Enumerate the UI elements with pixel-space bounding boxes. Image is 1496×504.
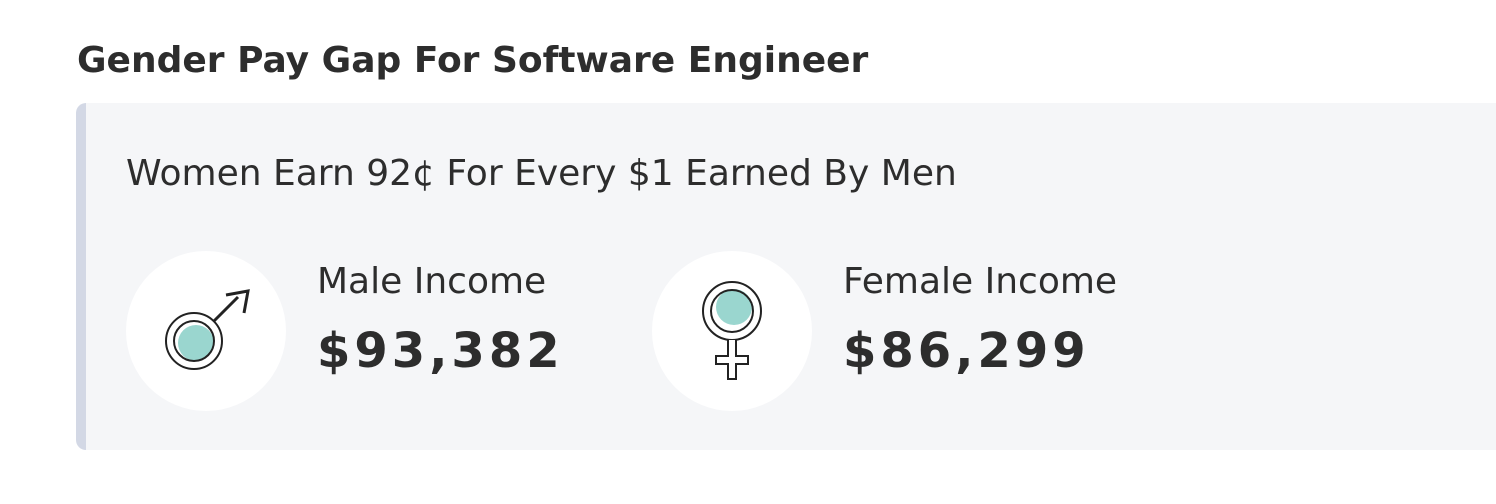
male-income: $93,382 bbox=[317, 323, 564, 379]
section-title: Gender Pay Gap For Software Engineer bbox=[77, 40, 869, 81]
pay-gap-card: Women Earn 92¢ For Every $1 Earned By Me… bbox=[76, 103, 1496, 450]
summary: Women Earn 92¢ For Every $1 Earned By Me… bbox=[126, 153, 957, 194]
male-label: Male Income bbox=[317, 261, 547, 302]
female-symbol bbox=[702, 281, 762, 380]
female-label: Female Income bbox=[843, 261, 1118, 302]
male-symbol bbox=[165, 289, 250, 370]
male-icon bbox=[126, 251, 286, 411]
female-icon bbox=[652, 251, 812, 411]
female-income: $86,299 bbox=[843, 323, 1090, 379]
